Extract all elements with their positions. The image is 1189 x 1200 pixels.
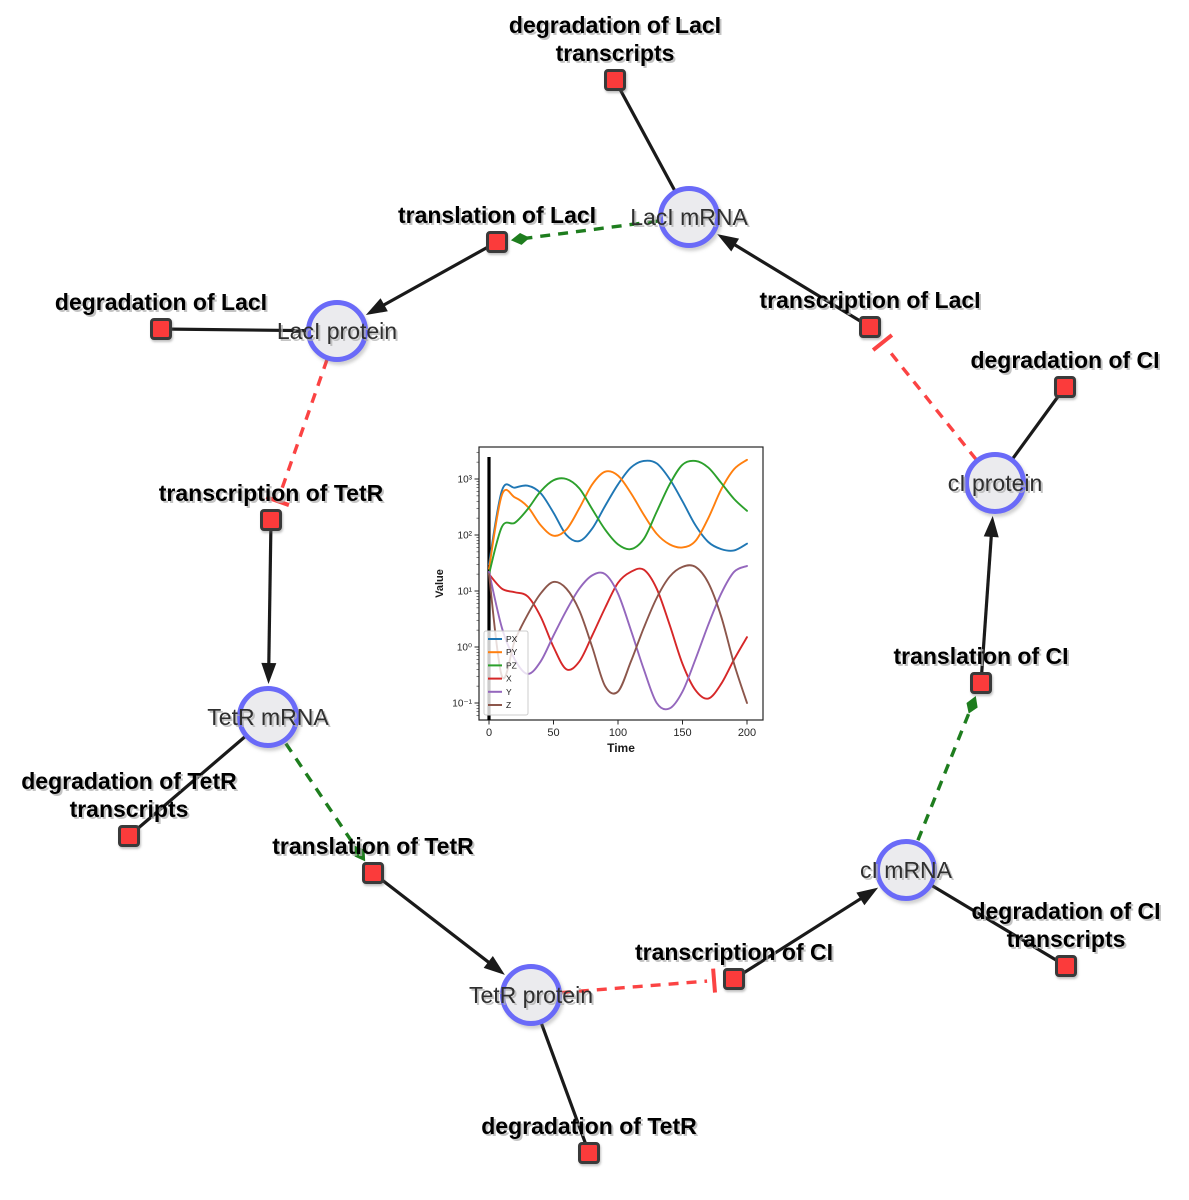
edge-txn_ci-to-ci_mrna: [733, 887, 879, 981]
y-tick-label: 10⁻¹: [452, 699, 472, 710]
species-node-laci_mrna[interactable]: [658, 186, 720, 248]
reaction-node-txn_laci[interactable]: [859, 316, 881, 338]
edge-txn_laci-to-laci_mrna: [717, 234, 871, 329]
series-line-Z: [488, 564, 748, 704]
series-line-X: [488, 567, 748, 700]
edge-tl_tetr-to-tetr_protein: [372, 871, 505, 975]
series-line-PX: [488, 459, 748, 566]
inhibition-tbar-icon: [265, 495, 290, 507]
arrowhead-icon: [483, 956, 505, 975]
x-tick-label: 100: [609, 727, 627, 739]
reaction-node-deg_ci_tx[interactable]: [1055, 955, 1077, 977]
species-node-tetr_mrna[interactable]: [237, 686, 299, 748]
y-tick-label: 10⁰: [457, 643, 472, 654]
species-node-ci_mrna[interactable]: [875, 839, 937, 901]
reaction-node-tl_ci[interactable]: [970, 672, 992, 694]
y-tick-label: 10³: [458, 475, 473, 486]
chart-xlabel: Time: [607, 741, 635, 755]
reaction-node-deg_tetr_tx[interactable]: [118, 825, 140, 847]
series-line-PZ: [488, 459, 748, 576]
inset-chart: 10⁻¹ 10⁰ 10¹ 10² 10³ 0 50 100 150 200 Time Value PX P…: [430, 437, 778, 763]
y-tick-label: 10¹: [458, 587, 473, 598]
arrowhead-icon: [717, 234, 740, 252]
arrowhead-icon: [365, 298, 388, 315]
edge-ci_mrna-to-tl_ci: [916, 695, 978, 841]
inhibition-tbar-icon: [871, 333, 894, 352]
reaction-node-deg_laci_tx[interactable]: [604, 69, 626, 91]
green-arrowhead-icon: [966, 695, 978, 714]
edge-tetr_mrna-to-tl_tetr: [284, 742, 366, 862]
edge-laci_mrna-to-tl_laci: [510, 219, 658, 245]
species-node-tetr_protein[interactable]: [500, 964, 562, 1026]
reaction-node-tl_tetr[interactable]: [362, 862, 384, 884]
inhibition-tbar-icon: [711, 968, 717, 993]
chart-legend: PX PY PZ XYZ: [483, 630, 529, 716]
reaction-node-tl_laci[interactable]: [486, 231, 508, 253]
edge-tl_laci-to-laci_protein: [365, 240, 498, 315]
arrowhead-icon: [856, 887, 879, 906]
x-tick-label: 150: [673, 727, 691, 739]
edge-laci_protein-to-txn_tetr: [265, 358, 329, 507]
arrowhead-icon: [261, 662, 277, 685]
species-node-laci_protein[interactable]: [306, 300, 368, 362]
green-arrowhead-icon: [354, 845, 366, 862]
edge-ci_mrna-to-deg_ci_tx: [905, 868, 1067, 968]
reaction-node-deg_ci[interactable]: [1054, 376, 1076, 398]
reaction-node-txn_ci[interactable]: [723, 968, 745, 990]
reaction-node-deg_laci[interactable]: [150, 318, 172, 340]
legend-label-PZ: PZ: [506, 660, 517, 670]
green-arrowhead-icon: [510, 232, 530, 245]
legend-label-PY: PY: [506, 647, 518, 657]
edge-ci_protein-to-txn_laci: [871, 333, 978, 461]
legend-label-X: X: [506, 674, 512, 684]
legend-label-Z: Z: [506, 700, 511, 710]
y-tick-label: 10²: [458, 531, 473, 542]
x-tick-label: 0: [486, 727, 492, 739]
arrowhead-icon: [983, 515, 999, 538]
edge-txn_tetr-to-tetr_mrna: [261, 519, 277, 685]
species-node-ci_protein[interactable]: [964, 452, 1026, 514]
chart-ylabel: Value: [434, 569, 446, 598]
reaction-node-deg_tetr[interactable]: [578, 1142, 600, 1164]
x-tick-label: 200: [738, 727, 756, 739]
legend-label-Y: Y: [506, 687, 512, 697]
edge-tl_ci-to-ci_protein: [979, 515, 999, 684]
edge-tetr_protein-to-txn_ci: [560, 968, 717, 995]
reaction-node-txn_tetr[interactable]: [260, 509, 282, 531]
x-tick-label: 50: [547, 727, 559, 739]
legend-label-PX: PX: [506, 634, 518, 644]
series-line-Y: [488, 565, 748, 711]
series-line-PY: [488, 458, 748, 570]
